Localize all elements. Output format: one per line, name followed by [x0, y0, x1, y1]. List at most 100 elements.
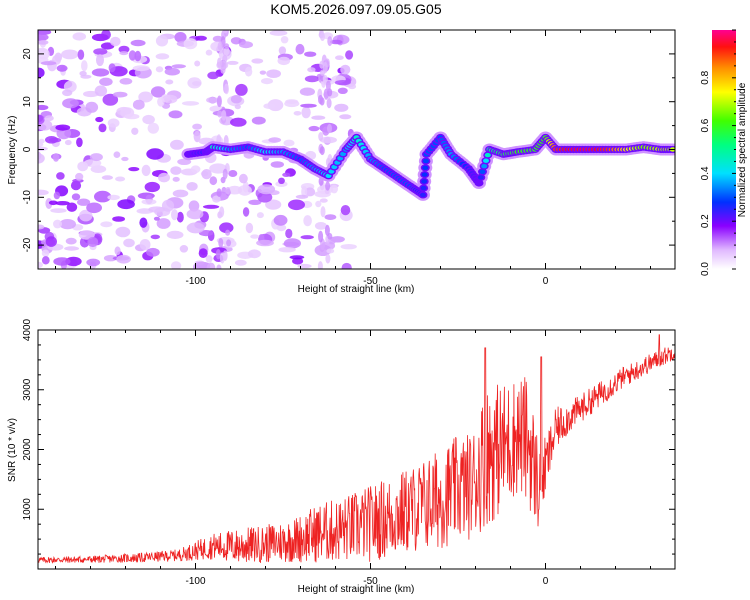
noise-blob	[115, 226, 131, 238]
noise-blob	[91, 68, 110, 77]
colorbar-tick-label: 0.4	[700, 166, 711, 180]
noise-blob	[270, 161, 284, 168]
noise-blob	[38, 104, 49, 111]
noise-blob	[319, 146, 325, 156]
noise-blob	[304, 187, 316, 197]
noise-blob	[150, 234, 160, 240]
noise-blob	[121, 156, 129, 162]
spectrogram-noise	[38, 30, 357, 269]
noise-blob	[99, 77, 113, 87]
noise-blob	[138, 91, 153, 103]
noise-blob	[183, 38, 198, 50]
noise-blob	[320, 32, 325, 42]
noise-blob	[257, 192, 273, 203]
noise-blob	[307, 67, 316, 73]
noise-blob	[311, 115, 326, 120]
noise-blob	[239, 173, 248, 184]
noise-blob	[53, 219, 62, 229]
noise-blob	[327, 123, 332, 134]
noise-blob	[268, 137, 282, 143]
noise-blob	[94, 85, 108, 97]
noise-blob	[201, 169, 212, 180]
spectrogram-x-label: Height of straight line (km)	[298, 284, 415, 295]
noise-blob	[55, 124, 71, 131]
noise-blob	[230, 94, 242, 104]
noise-blob	[318, 230, 324, 243]
noise-blob	[322, 74, 328, 85]
noise-blob	[317, 261, 323, 269]
noise-blob	[101, 175, 113, 180]
noise-blob	[132, 99, 145, 110]
noise-blob	[117, 199, 135, 210]
noise-blob	[193, 261, 210, 269]
x-tick-label: 0	[543, 276, 549, 287]
noise-blob	[337, 87, 348, 95]
y-tick-label: -20	[22, 237, 33, 252]
noise-blob	[114, 246, 121, 256]
noise-blob	[205, 255, 213, 263]
noise-blob	[222, 30, 228, 34]
noise-blob	[103, 255, 118, 262]
noise-blob	[334, 103, 349, 112]
noise-blob	[174, 32, 187, 43]
noise-blob	[334, 80, 351, 86]
noise-blob	[141, 164, 151, 177]
noise-blob	[165, 79, 174, 85]
colorbar: 0.0 0.2 0.4 0.6 0.8 Normalized spectral ampl…	[700, 29, 748, 276]
track-core	[479, 169, 486, 174]
noise-blob	[38, 114, 45, 125]
noise-blob	[61, 89, 73, 97]
noise-blob	[141, 199, 157, 205]
noise-blob	[112, 216, 125, 222]
noise-blob	[146, 247, 160, 257]
noise-blob	[86, 258, 101, 267]
noise-blob	[179, 245, 189, 253]
noise-blob	[86, 202, 102, 214]
y-tick-label: 4000	[22, 318, 33, 341]
noise-blob	[113, 151, 121, 158]
noise-blob	[77, 198, 91, 206]
track-core	[421, 179, 428, 184]
noise-blob	[155, 35, 169, 47]
noise-blob	[198, 248, 208, 258]
noise-blob	[147, 122, 159, 134]
noise-blob	[299, 87, 315, 96]
noise-blob	[139, 217, 148, 228]
noise-blob	[162, 94, 178, 104]
noise-blob	[38, 67, 45, 78]
noise-blob	[38, 153, 45, 164]
noise-blob	[64, 139, 72, 146]
noise-blob	[326, 248, 335, 254]
noise-blob	[242, 181, 249, 193]
noise-blob	[70, 180, 82, 191]
y-tick-label: 1000	[22, 498, 33, 521]
noise-blob	[273, 214, 288, 226]
noise-blob	[148, 206, 166, 213]
noise-blob	[261, 78, 273, 85]
noise-blob	[222, 168, 228, 180]
noise-blob	[94, 190, 112, 203]
noise-blob	[64, 246, 80, 251]
noise-blob	[263, 103, 276, 109]
snr-y-ticks: 1000 2000 3000 4000	[22, 318, 675, 570]
noise-blob	[139, 239, 151, 251]
noise-blob	[170, 139, 184, 150]
noise-blob	[90, 165, 107, 174]
y-tick-label: 10	[22, 96, 33, 108]
y-tick-label: 0	[22, 146, 33, 152]
noise-blob	[256, 239, 274, 247]
noise-blob	[142, 114, 155, 125]
noise-blob	[45, 236, 57, 247]
noise-blob	[157, 97, 165, 107]
noise-blob	[242, 207, 250, 217]
noise-blob	[284, 100, 300, 108]
noise-blob	[172, 189, 189, 198]
noise-blob	[168, 110, 183, 119]
noise-blob	[293, 111, 302, 116]
noise-blob	[266, 69, 281, 78]
track-core	[422, 158, 429, 164]
colorbar-gradient	[712, 30, 736, 269]
noise-blob	[318, 94, 323, 105]
y-tick-label: 3000	[22, 378, 33, 401]
